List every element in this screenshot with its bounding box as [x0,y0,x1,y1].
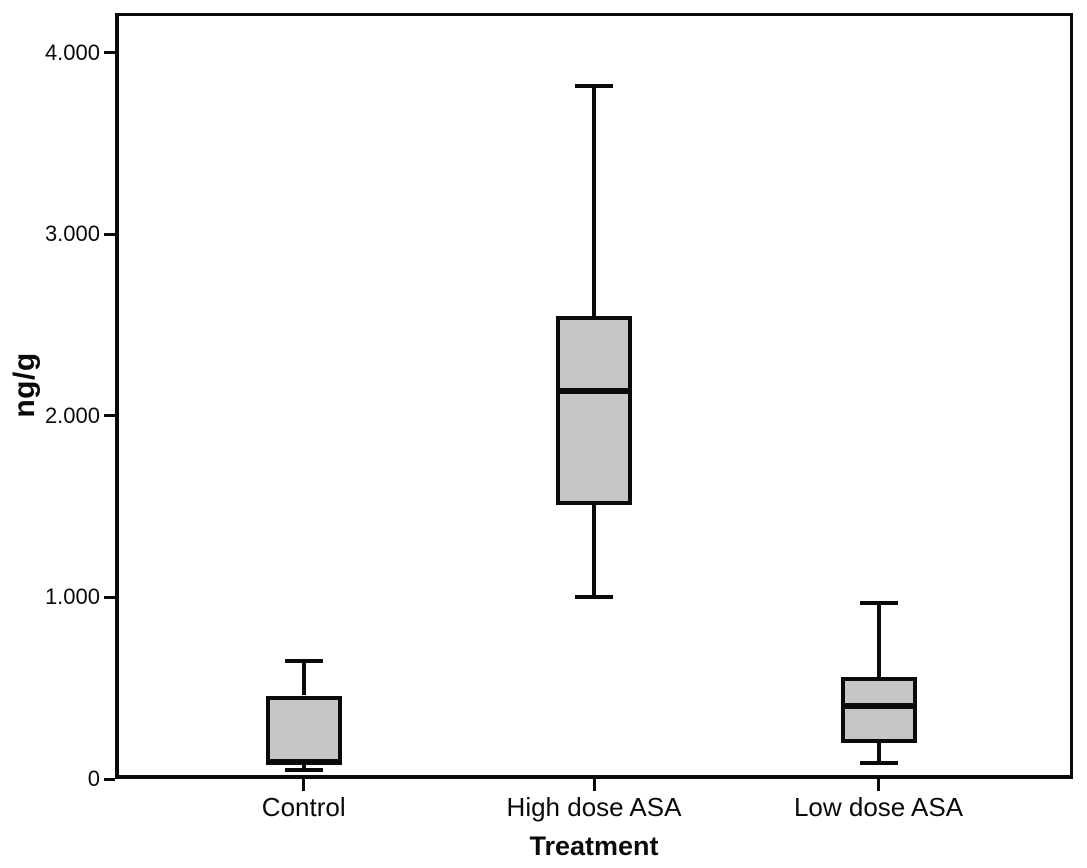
upper-whisker-line [592,85,596,317]
lower-whisker-cap [284,767,323,772]
y-tick-mark [104,414,115,418]
y-tick-label: 4.000 [44,39,100,65]
median-line [265,758,342,765]
x-tick-mark [302,779,306,791]
lower-whisker-cap [575,595,613,600]
x-tick-mark [592,779,596,791]
upper-whisker-cap [284,659,323,663]
iqr-box [840,677,917,743]
y-tick-label: 3.000 [44,221,100,247]
iqr-box [265,695,342,766]
upper-whisker-line [301,661,306,696]
x-axis-title: Treatment [529,831,659,861]
y-tick-label: 2.000 [44,402,100,428]
y-tick-mark [104,595,115,599]
y-tick-mark [104,232,115,236]
lower-whisker-line [592,504,596,598]
upper-whisker-cap [859,600,898,605]
iqr-box [556,316,632,505]
y-tick-label: 1.000 [44,584,100,610]
x-category-label: Control [261,792,346,822]
y-tick-label: 0 [87,766,100,791]
upper-whisker-line [876,602,881,678]
lower-whisker-cap [859,760,898,765]
x-category-label: Low dose ASA [793,792,964,822]
y-tick-mark [104,51,115,55]
x-tick-mark [877,779,881,791]
lower-whisker-line [301,765,306,770]
x-category-label: High dose ASA [506,792,682,822]
y-tick-mark [104,777,115,781]
median-line [840,703,917,710]
lower-whisker-line [876,742,881,763]
median-line [556,387,632,394]
upper-whisker-cap [575,83,613,88]
